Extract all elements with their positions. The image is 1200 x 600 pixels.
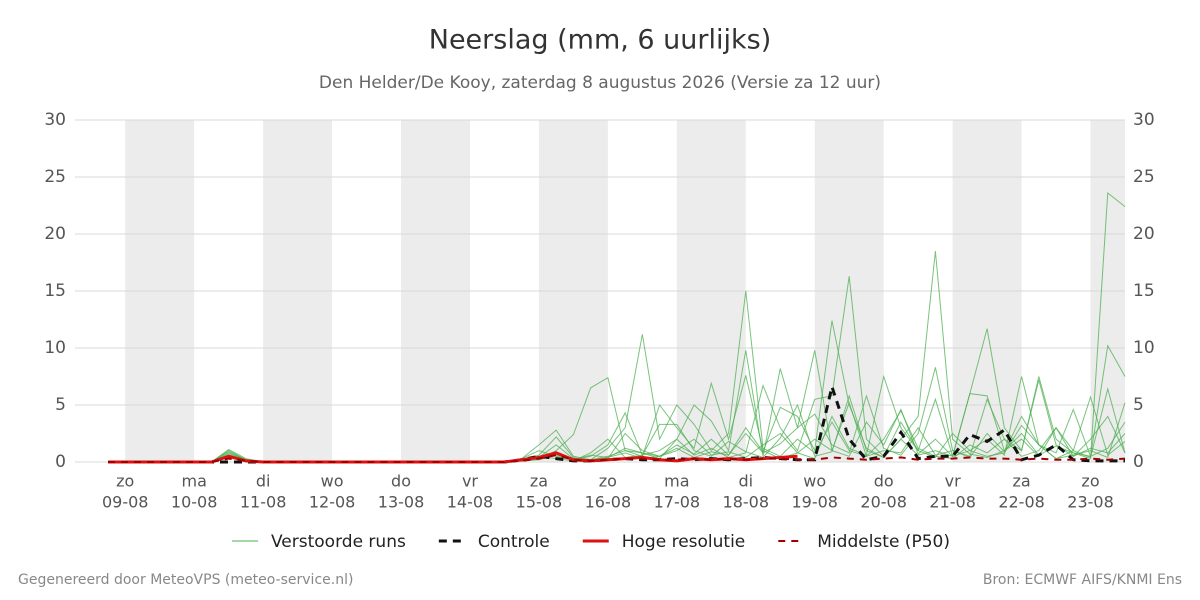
chart-title: Neerslag (mm, 6 uurlijks) (429, 25, 771, 56)
x-tick-date: 15-08 (516, 493, 563, 512)
legend-label: Verstoorde runs (271, 532, 406, 552)
x-tick-date: 11-08 (240, 493, 287, 512)
x-tick-date: 22-08 (998, 493, 1045, 512)
x-tick-date: 21-08 (929, 493, 976, 512)
x-tick-date: 13-08 (378, 493, 425, 512)
y-tick-label: 20 (44, 224, 66, 244)
x-tick-date: 17-08 (654, 493, 701, 512)
x-tick-label: zo (599, 472, 617, 491)
y-tick-label: 10 (44, 338, 66, 358)
y2-tick-label: 5 (1133, 395, 1144, 415)
x-tick-label: zo (1081, 472, 1099, 491)
y2-tick-label: 30 (1133, 110, 1155, 130)
x-tick-label: do (874, 472, 894, 491)
x-tick-label: zo (116, 472, 134, 491)
x-tick-label: di (738, 472, 753, 491)
y-tick-label: 0 (55, 452, 66, 472)
y-tick-label: 25 (44, 167, 66, 187)
x-tick-date: 23-08 (1067, 493, 1114, 512)
y2-tick-label: 20 (1133, 224, 1155, 244)
y-tick-label: 15 (44, 281, 66, 301)
legend-label: Hoge resolutie (622, 532, 746, 552)
x-tick-date: 12-08 (309, 493, 356, 512)
x-tick-label: wo (321, 472, 344, 491)
x-tick-label: di (256, 472, 271, 491)
y-tick-label: 5 (55, 395, 66, 415)
series-line (108, 454, 1126, 463)
x-tick-label: vr (462, 472, 478, 491)
chart-subtitle: Den Helder/De Kooy, zaterdag 8 augustus … (319, 73, 881, 93)
y-tick-label: 30 (44, 110, 66, 130)
x-tick-date: 09-08 (102, 493, 149, 512)
x-tick-label: za (1012, 472, 1030, 491)
y2-tick-label: 10 (1133, 338, 1155, 358)
x-tick-label: vr (945, 472, 961, 491)
y2-tick-label: 25 (1133, 167, 1155, 187)
legend-label: Controle (478, 532, 550, 552)
x-tick-label: za (530, 472, 548, 491)
x-tick-date: 19-08 (791, 493, 838, 512)
x-tick-date: 20-08 (860, 493, 907, 512)
x-tick-label: ma (181, 472, 206, 491)
x-tick-date: 18-08 (723, 493, 770, 512)
x-tick-label: ma (664, 472, 689, 491)
x-tick-label: do (391, 472, 411, 491)
y2-tick-label: 15 (1133, 281, 1155, 301)
x-tick-date: 10-08 (171, 493, 218, 512)
footer-left: Gegenereerd door MeteoVPS (meteo-service… (18, 572, 353, 588)
x-tick-label: wo (803, 472, 826, 491)
footer-right: Bron: ECMWF AIFS/KNMI Ens (983, 572, 1182, 588)
x-tick-date: 16-08 (585, 493, 632, 512)
y2-tick-label: 0 (1133, 452, 1144, 472)
x-tick-date: 14-08 (447, 493, 494, 512)
legend-label: Middelste (P50) (817, 532, 950, 552)
